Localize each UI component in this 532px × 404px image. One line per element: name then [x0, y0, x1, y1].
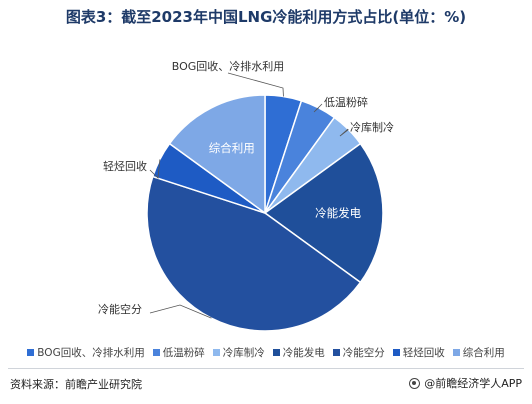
legend: BOG回收、冷排水利用 低温粉碎 冷库制冷 冷能发电 冷能空分 轻烃回收 综合利用 — [0, 344, 532, 360]
legend-item-3: 冷库制冷 — [212, 345, 265, 360]
slice-label-4: 冷能发电 — [315, 206, 361, 220]
leader-line-6 — [149, 159, 161, 179]
pie-slice-5 — [146, 175, 362, 332]
legend-label-5: 冷能空分 — [342, 346, 385, 359]
legend-swatch-2 — [152, 348, 160, 356]
pie-slice-7 — [168, 94, 266, 215]
legend-label-6: 轻烃回收 — [402, 346, 445, 359]
slice-label-7: 综合利用 — [209, 141, 255, 155]
pie-slices — [146, 94, 384, 332]
legend-item-7: 综合利用 — [452, 345, 505, 360]
chart-title: 图表3：截至2023年中国LNG冷能利用方式占比(单位：%) — [65, 8, 467, 26]
slice-label-5: 冷能空分 — [98, 302, 142, 316]
slice-label-1: BOG回收、冷排水利用 — [172, 59, 285, 73]
legend-label-1: BOG回收、冷排水利用 — [37, 346, 145, 359]
legend-label-3: 冷库制冷 — [222, 346, 265, 359]
slice-label-2: 低温粉碎 — [324, 95, 368, 109]
legend-swatch-6 — [392, 348, 400, 356]
legend-swatch-7 — [452, 348, 460, 356]
leader-line-3 — [339, 128, 349, 137]
source-text: 资料来源：前瞻产业研究院 — [10, 378, 142, 391]
legend-item-2: 低温粉碎 — [152, 345, 205, 360]
brand-text: @前瞻经济学人APP — [424, 377, 522, 390]
pie-slice-4 — [263, 142, 384, 284]
legend-label-4: 冷能发电 — [282, 346, 325, 359]
legend-label-7: 综合利用 — [462, 346, 505, 359]
leader-line-1 — [227, 72, 284, 97]
legend-item-4: 冷能发电 — [272, 345, 325, 360]
legend-swatch-3 — [212, 348, 220, 356]
leader-line-2 — [313, 103, 323, 113]
brand-logo-icon — [409, 377, 421, 389]
slice-label-3: 冷库制冷 — [350, 121, 394, 134]
footer-divider — [8, 368, 524, 369]
legend-item-6: 轻烃回收 — [392, 345, 445, 360]
leader-line-5 — [149, 304, 212, 319]
legend-swatch-4 — [272, 348, 280, 356]
leader-lines — [149, 72, 349, 319]
legend-swatch-5 — [332, 348, 340, 356]
legend-item-1: BOG回收、冷排水利用 — [27, 345, 145, 360]
legend-label-2: 低温粉碎 — [162, 346, 205, 359]
brand: @前瞻经济学人APP — [409, 375, 522, 391]
legend-swatch-1 — [27, 348, 35, 356]
slice-label-6: 轻烃回收 — [103, 159, 147, 173]
legend-item-5: 冷能空分 — [332, 345, 385, 360]
